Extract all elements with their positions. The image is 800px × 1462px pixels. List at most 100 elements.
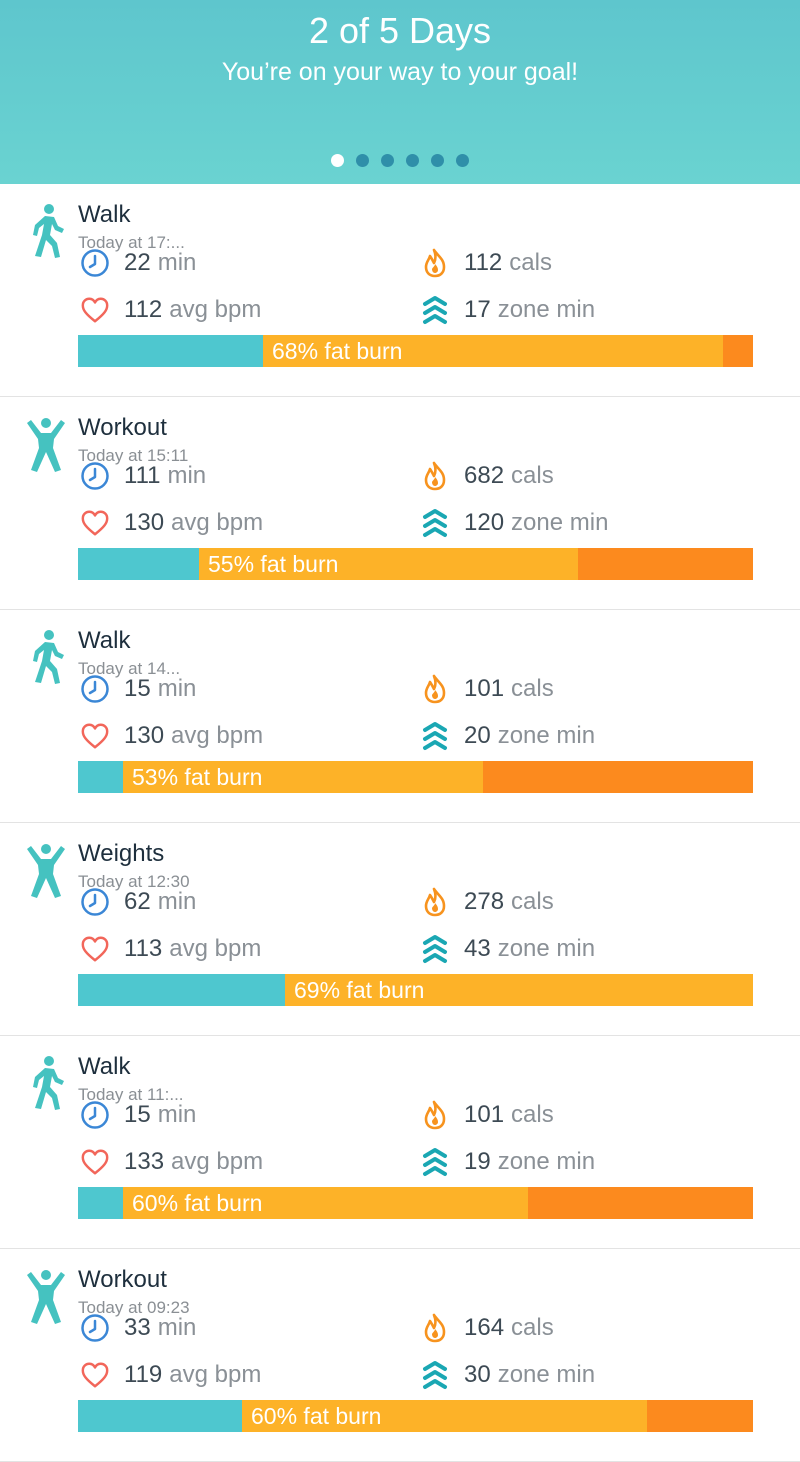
calories-value: 101 bbox=[464, 1101, 505, 1128]
walk-icon bbox=[24, 202, 68, 260]
calories-stat: 164 cals bbox=[420, 1313, 554, 1343]
calories-unit: cals bbox=[511, 1101, 554, 1128]
heart-icon bbox=[80, 1360, 110, 1390]
heart-rate-zone-bar: 69% fat burn bbox=[78, 974, 753, 1006]
bar-segment-fat-burn bbox=[242, 1400, 647, 1432]
bpm-unit: avg bpm bbox=[171, 509, 264, 536]
bar-segment-out-of-zone bbox=[78, 761, 123, 793]
activity-card[interactable]: Walk Today at 14... 15 min 101 cals 130 avg… bbox=[0, 610, 800, 823]
duration-stat: 62 min bbox=[80, 887, 196, 917]
page-indicator[interactable] bbox=[0, 154, 800, 167]
clock-icon bbox=[80, 887, 110, 917]
duration-stat: 15 min bbox=[80, 1100, 196, 1130]
bar-segment-out-of-zone bbox=[78, 1187, 123, 1219]
duration-value: 33 bbox=[124, 1314, 151, 1341]
bar-segment-fat-burn bbox=[123, 761, 483, 793]
bpm-value: 112 bbox=[124, 296, 163, 323]
activity-time: Today at 11:... bbox=[78, 1085, 184, 1104]
zone-chevrons-icon bbox=[420, 295, 450, 325]
activity-time: Today at 17:... bbox=[78, 233, 185, 252]
zone-minutes-stat: 120 zone min bbox=[420, 508, 608, 538]
duration-stat: 33 min bbox=[80, 1313, 196, 1343]
duration-stat: 22 min bbox=[80, 248, 196, 278]
heart-icon bbox=[80, 934, 110, 964]
fat-burn-label: 68% fat burn bbox=[272, 338, 403, 364]
zone-value: 17 bbox=[464, 296, 491, 323]
zone-unit: zone min bbox=[511, 509, 609, 536]
duration-unit: min bbox=[157, 1101, 197, 1128]
heart-icon bbox=[80, 508, 110, 538]
page-dot[interactable] bbox=[331, 154, 344, 167]
zone-minutes-stat: 19 zone min bbox=[420, 1147, 595, 1177]
calories-unit: cals bbox=[509, 249, 552, 276]
calories-value: 112 bbox=[464, 249, 503, 276]
zone-chevrons-icon bbox=[420, 508, 450, 538]
heart-rate-stat: 133 avg bpm bbox=[80, 1147, 263, 1177]
workout-icon bbox=[24, 415, 68, 473]
heart-rate-stat: 130 avg bpm bbox=[80, 508, 263, 538]
goal-header[interactable]: 2 of 5 Days You’re on your way to your g… bbox=[0, 0, 800, 184]
workout-icon bbox=[24, 841, 68, 899]
bar-segment-fat-burn bbox=[263, 335, 723, 367]
activity-card[interactable]: Walk Today at 11:... 15 min 101 cals 133 av… bbox=[0, 1036, 800, 1249]
activity-name: Weights bbox=[78, 840, 165, 867]
calories-stat: 101 cals bbox=[420, 1100, 554, 1130]
workout-icon bbox=[24, 1267, 68, 1325]
activity-card[interactable]: Workout Today at 09:23 33 min 164 cals 119… bbox=[0, 1249, 800, 1462]
page-dot[interactable] bbox=[456, 154, 469, 167]
clock-icon bbox=[80, 1100, 110, 1130]
zone-chevrons-icon bbox=[420, 934, 450, 964]
bar-segment-out-of-zone bbox=[78, 335, 263, 367]
heart-rate-zone-bar: 60% fat burn bbox=[78, 1187, 753, 1219]
bar-segment-fat-burn bbox=[285, 974, 753, 1006]
bpm-value: 133 bbox=[124, 1148, 165, 1175]
fat-burn-label: 60% fat burn bbox=[251, 1403, 382, 1429]
bpm-unit: avg bpm bbox=[169, 935, 262, 962]
calories-value: 682 bbox=[464, 462, 505, 489]
heart-rate-zone-bar: 68% fat burn bbox=[78, 335, 753, 367]
duration-unit: min bbox=[157, 675, 197, 702]
bpm-unit: avg bpm bbox=[171, 1148, 264, 1175]
zone-unit: zone min bbox=[497, 722, 596, 749]
bar-segment-out-of-zone bbox=[78, 1400, 242, 1432]
duration-unit: min bbox=[157, 1314, 197, 1341]
bar-segment-fat-burn bbox=[199, 548, 578, 580]
heart-rate-zone-bar: 60% fat burn bbox=[78, 1400, 753, 1432]
bpm-value: 119 bbox=[124, 1361, 163, 1388]
activity-time: Today at 14... bbox=[78, 659, 181, 678]
flame-icon bbox=[420, 461, 450, 491]
page-dot[interactable] bbox=[381, 154, 394, 167]
bar-segment-out-of-zone bbox=[78, 974, 285, 1006]
page-dot[interactable] bbox=[356, 154, 369, 167]
activity-card[interactable]: Walk Today at 17:... 22 min 112 cals 112 av… bbox=[0, 184, 800, 397]
zone-value: 43 bbox=[464, 935, 491, 962]
zone-unit: zone min bbox=[497, 296, 596, 323]
page-dot[interactable] bbox=[431, 154, 444, 167]
bpm-unit: avg bpm bbox=[169, 1361, 262, 1388]
zone-value: 20 bbox=[464, 722, 491, 749]
activity-card[interactable]: Weights Today at 12:30 62 min 278 cals 113… bbox=[0, 823, 800, 1036]
zone-unit: zone min bbox=[497, 935, 596, 962]
duration-unit: min bbox=[157, 888, 197, 915]
activity-time: Today at 09:23 bbox=[78, 1298, 190, 1317]
activity-name: Walk bbox=[78, 201, 131, 228]
fat-burn-label: 53% fat burn bbox=[132, 764, 263, 790]
calories-value: 164 bbox=[464, 1314, 505, 1341]
calories-stat: 278 cals bbox=[420, 887, 554, 917]
calories-stat: 101 cals bbox=[420, 674, 554, 704]
heart-rate-stat: 119 avg bpm bbox=[80, 1360, 261, 1390]
page-dot[interactable] bbox=[406, 154, 419, 167]
zone-unit: zone min bbox=[497, 1148, 596, 1175]
fat-burn-label: 55% fat burn bbox=[208, 551, 339, 577]
activity-name: Workout bbox=[78, 1266, 167, 1293]
bpm-value: 130 bbox=[124, 509, 165, 536]
duration-unit: min bbox=[167, 462, 207, 489]
calories-unit: cals bbox=[511, 462, 554, 489]
calories-stat: 112 cals bbox=[420, 248, 552, 278]
activity-card[interactable]: Workout Today at 15:11 111 min 682 cals 13… bbox=[0, 397, 800, 610]
bpm-value: 113 bbox=[124, 935, 163, 962]
clock-icon bbox=[80, 461, 110, 491]
zone-minutes-stat: 30 zone min bbox=[420, 1360, 595, 1390]
duration-stat: 15 min bbox=[80, 674, 196, 704]
heart-icon bbox=[80, 721, 110, 751]
